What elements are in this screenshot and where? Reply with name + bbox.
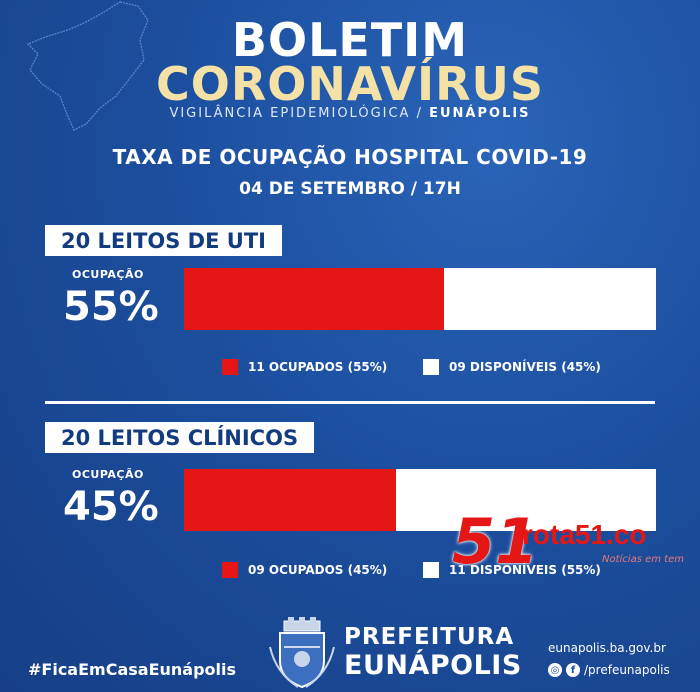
hashtag: #FicaEmCasaEunápolis bbox=[28, 660, 237, 679]
legend-occupied-text: 09 OCUPADOS (45%) bbox=[248, 563, 388, 577]
section-divider bbox=[45, 401, 655, 404]
title-boletim: BOLETIM bbox=[231, 13, 469, 67]
legend-available-text: 09 DISPONÍVEIS (45%) bbox=[449, 360, 601, 374]
subtitle-main: VIGILÂNCIA EPIDEMIOLÓGICA / bbox=[169, 106, 430, 121]
watermark-number: 51 bbox=[452, 505, 539, 578]
watermark-tagline: Notícias em tem bbox=[602, 554, 684, 565]
subtitle-city: EUNÁPOLIS bbox=[429, 106, 531, 121]
legend-swatch-occupied bbox=[222, 562, 238, 578]
legend-available-clinicos: 11 DISPONÍVEIS (55%) bbox=[423, 562, 601, 578]
tab-strong: UTI bbox=[226, 229, 266, 253]
occupancy-bar-uti bbox=[184, 268, 656, 330]
legend-swatch-available bbox=[423, 562, 439, 578]
facebook-icon: f bbox=[566, 663, 580, 677]
section-tab-clinicos: 20 LEITOS CLÍNICOS bbox=[45, 422, 315, 453]
tab-strong: CLÍNICOS bbox=[187, 426, 299, 450]
legend-occupied-uti: 11 OCUPADOS (55%) bbox=[222, 359, 387, 375]
report-date: 04 DE SETEMBRO / 17H bbox=[239, 179, 461, 199]
title-coronavirus: CORONAVÍRUS bbox=[156, 57, 544, 111]
rota51-watermark: 51 rota51.co Notícias em tem bbox=[452, 505, 700, 585]
tab-prefix: 20 LEITOS bbox=[61, 426, 188, 450]
section-tab-uti: 20 LEITOS DE UTI bbox=[45, 225, 282, 256]
occupied-fill-uti bbox=[184, 268, 444, 330]
watermark-site: rota51.co bbox=[522, 519, 647, 550]
occupancy-pct-clinicos: 45% bbox=[63, 484, 159, 530]
legend-occupied-text: 11 OCUPADOS (55%) bbox=[248, 360, 388, 374]
legend-available-uti: 09 DISPONÍVEIS (45%) bbox=[423, 359, 601, 375]
headline: TAXA DE OCUPAÇÃO HOSPITAL COVID-19 bbox=[112, 145, 588, 169]
prefeitura-label: PREFEITURA bbox=[344, 624, 515, 650]
occupancy-label-uti: OCUPAÇÃO bbox=[72, 268, 144, 281]
legend-swatch-available bbox=[423, 359, 439, 375]
social-handle[interactable]: ◎ f /prefeunapolis bbox=[548, 663, 670, 677]
occupancy-label-clinicos: OCUPAÇÃO bbox=[72, 468, 144, 481]
occupied-fill-clinicos bbox=[184, 469, 397, 531]
legend-available-text: 11 DISPONÍVEIS (55%) bbox=[449, 563, 601, 577]
subtitle: VIGILÂNCIA EPIDEMIOLÓGICA / EUNÁPOLIS bbox=[0, 106, 700, 121]
legend-swatch-occupied bbox=[222, 359, 238, 375]
city-crest-icon bbox=[269, 617, 335, 689]
legend-occupied-clinicos: 09 OCUPADOS (45%) bbox=[222, 562, 387, 578]
instagram-icon: ◎ bbox=[548, 663, 562, 677]
tab-prefix: 20 LEITOS DE bbox=[61, 229, 227, 253]
social-handle-text: /prefeunapolis bbox=[584, 663, 670, 677]
occupancy-pct-uti: 55% bbox=[63, 284, 159, 330]
prefeitura-city: EUNÁPOLIS bbox=[344, 650, 522, 681]
website-link[interactable]: eunapolis.ba.gov.br bbox=[548, 641, 666, 655]
map-outline-graphic bbox=[26, 1, 149, 131]
occupancy-bar-clinicos bbox=[184, 469, 656, 531]
